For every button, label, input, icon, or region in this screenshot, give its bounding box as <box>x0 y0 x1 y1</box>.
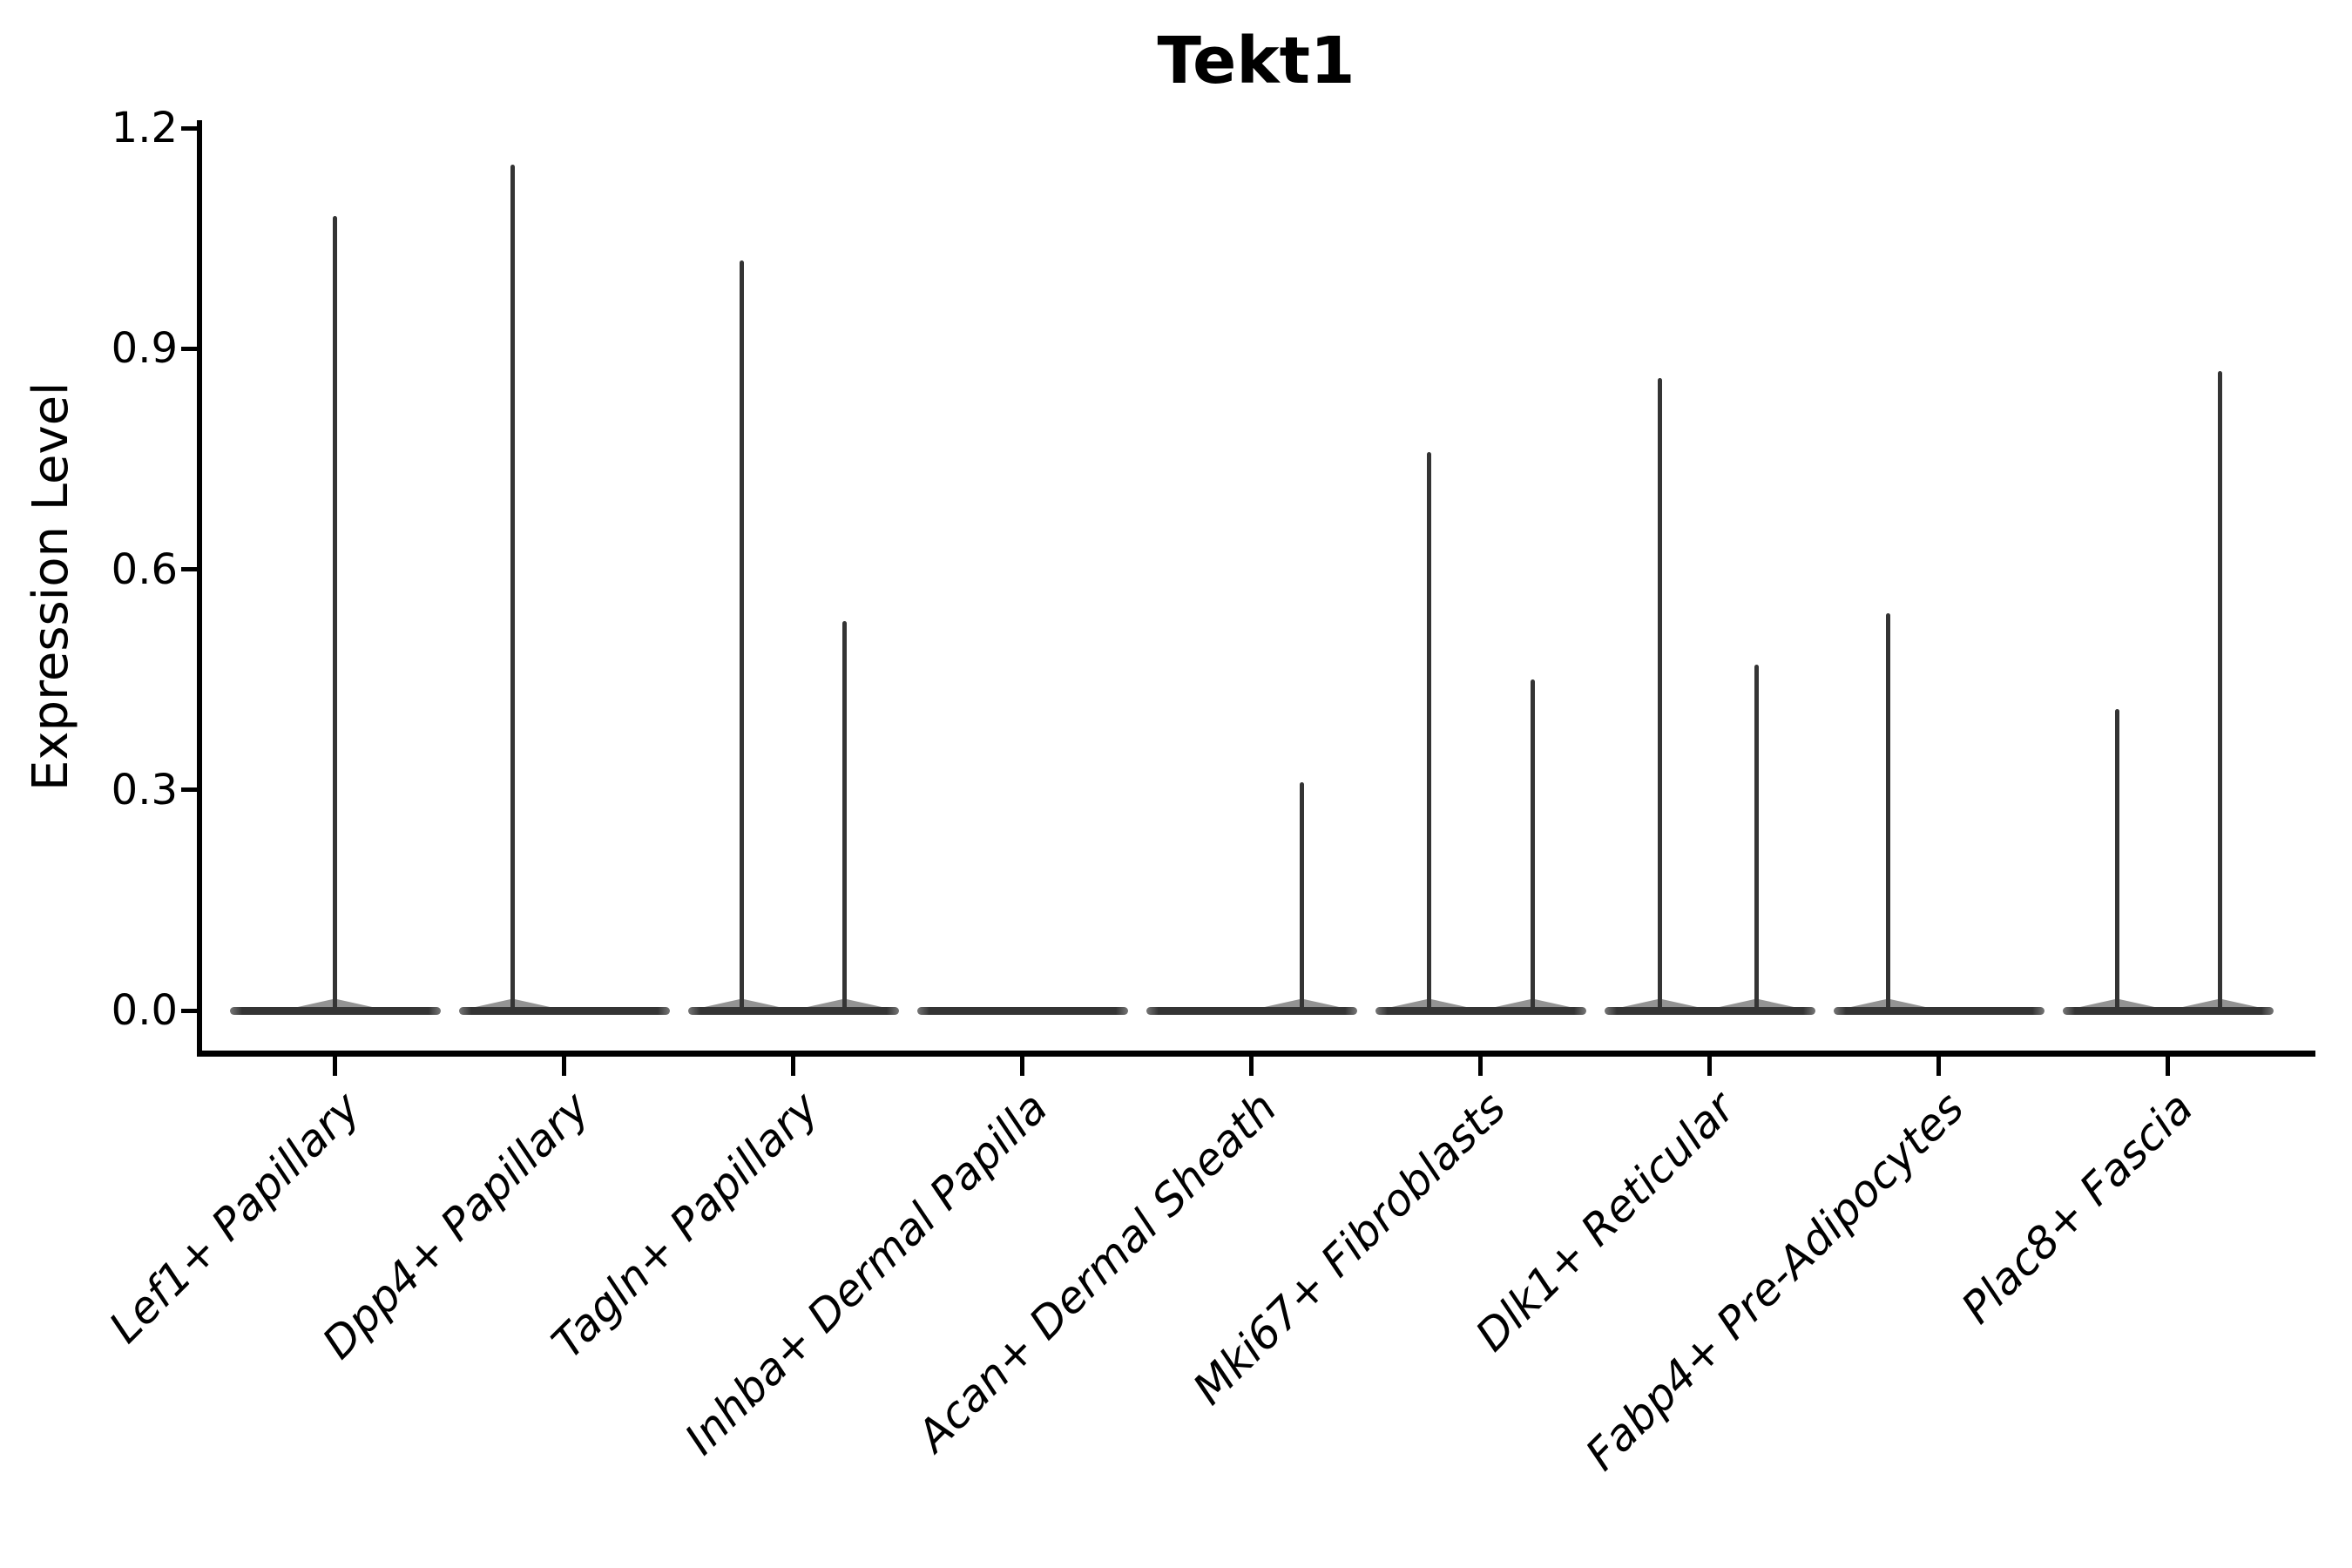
violin-base <box>687 1006 899 1015</box>
x-tick-mark <box>2166 1057 2170 1076</box>
x-tick-label: Mki67+ Fibroblasts <box>1183 1082 1516 1415</box>
violin-spike <box>842 620 847 1010</box>
x-tick-mark <box>1249 1057 1254 1076</box>
violin-spike <box>1531 679 1535 1010</box>
y-tick-mark <box>181 787 197 793</box>
violin-spike <box>333 216 337 1010</box>
x-tick-mark <box>562 1057 566 1076</box>
x-tick-mark <box>1478 1057 1483 1076</box>
x-tick-label: Inhba+ Dermal Papilla <box>674 1082 1058 1465</box>
x-tick-mark <box>1020 1057 1024 1076</box>
x-tick-label: Plac8+ Fascia <box>1951 1082 2203 1334</box>
violin-base <box>1604 1006 1815 1015</box>
y-tick-label: 0.6 <box>111 544 178 594</box>
violin-base <box>229 1006 441 1015</box>
x-tick-mark <box>333 1057 337 1076</box>
x-tick-mark <box>791 1057 795 1076</box>
violin-spike <box>510 165 515 1010</box>
violin-base <box>916 1006 1128 1015</box>
y-tick-label: 0.9 <box>111 324 178 374</box>
violin-spike <box>1427 451 1431 1010</box>
y-tick-label: 0.0 <box>111 986 178 1035</box>
violin-base <box>1146 1006 1357 1015</box>
x-tick-label: Tagln+ Papillary <box>541 1082 828 1369</box>
violin-spike <box>2115 708 2119 1010</box>
violin-base <box>1833 1006 2044 1015</box>
y-tick-mark <box>181 1008 197 1013</box>
y-tick-label: 0.3 <box>111 765 178 814</box>
x-tick-label: Fabp4+ Pre-Adipocytes <box>1575 1082 1974 1481</box>
violin-base <box>2062 1006 2274 1015</box>
x-tick-label: Dlk1+ Reticular <box>1465 1082 1745 1362</box>
x-axis-spine <box>197 1051 2315 1057</box>
plot-title: Tekt1 <box>1157 24 1355 98</box>
violin-spike <box>2218 370 2222 1010</box>
violin-base <box>1375 1006 1586 1015</box>
violin-spike <box>1300 782 1304 1010</box>
violin-spike <box>1886 613 1890 1010</box>
y-tick-label: 1.2 <box>111 104 178 153</box>
x-tick-mark <box>1707 1057 1712 1076</box>
y-tick-mark <box>181 346 197 351</box>
y-tick-mark <box>181 567 197 572</box>
x-tick-label: Dpp4+ Papillary <box>312 1082 599 1369</box>
y-tick-mark <box>181 125 197 131</box>
violin-base <box>458 1006 670 1015</box>
x-tick-label: Acan+ Dermal Sheath <box>907 1082 1287 1462</box>
violin-spike <box>1658 378 1662 1010</box>
y-axis-spine <box>197 120 202 1057</box>
violin-spike <box>1754 665 1759 1010</box>
violin-spike <box>740 260 744 1010</box>
x-tick-mark <box>1936 1057 1941 1076</box>
